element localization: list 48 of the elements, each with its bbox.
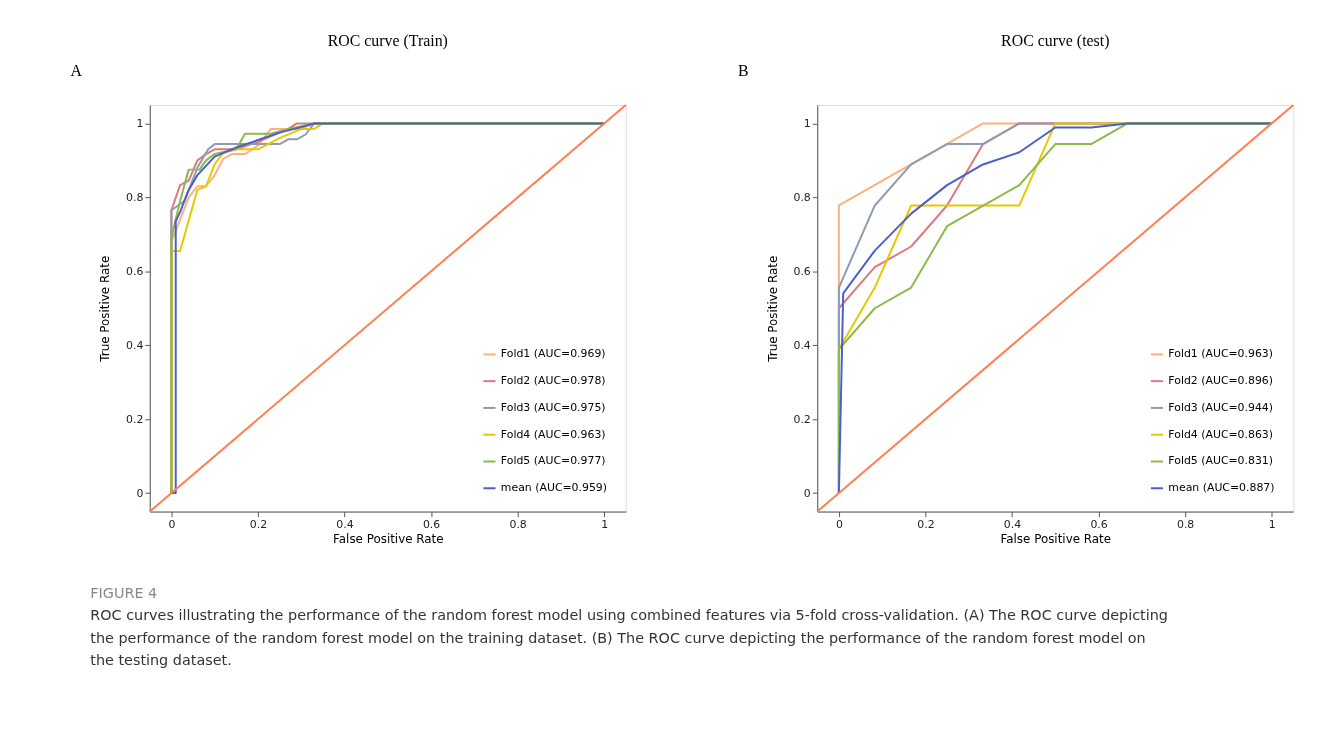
- y-tick-label: 0.8: [125, 190, 144, 204]
- x-tick-label: 0: [168, 517, 176, 531]
- legend-label: Fold5 (AUC=0.977): [500, 454, 606, 468]
- text: B: [737, 62, 749, 80]
- y-tick-label: 0.2: [793, 412, 811, 426]
- legend-label: mean (AUC=0.887): [1168, 481, 1275, 495]
- chart-title: ROC curve (Train): [327, 32, 448, 51]
- x-tick-label: 1: [601, 517, 609, 531]
- x-tick-label: 0.2: [917, 517, 935, 531]
- y-tick-label: 0.2: [125, 412, 144, 426]
- y-tick-label: 0.6: [793, 264, 811, 278]
- x-tick-label: 1: [1268, 517, 1276, 531]
- y-tick-label: 0.4: [793, 338, 811, 352]
- text: ROC curves illustrating the performance of the random forest model using combined features via 5-fold cross-validation. (A) The ROC curve depicting: [90, 607, 1168, 624]
- text: the performance of the random forest model on the training dataset. (B) The ROC curve depicting the performance of the random forest model on: [90, 629, 1146, 646]
- y-axis-title: True Positive Rate: [98, 255, 113, 363]
- x-tick-label: 0.6: [1090, 517, 1108, 531]
- x-axis-title: False Positive Rate: [333, 531, 444, 546]
- text: the testing dataset.: [90, 652, 232, 669]
- y-axis-title: True Positive Rate: [765, 255, 780, 363]
- legend-label: mean (AUC=0.959): [500, 481, 608, 495]
- legend-label: Fold1 (AUC=0.963): [1168, 347, 1274, 361]
- chart-title: ROC curve (test): [1001, 32, 1110, 51]
- legend-label: Fold4 (AUC=0.863): [1168, 427, 1274, 441]
- x-tick-label: 0: [835, 517, 843, 531]
- x-tick-label: 0.8: [1176, 517, 1195, 531]
- y-tick-label: 0: [136, 486, 144, 500]
- legend-label: Fold3 (AUC=0.975): [500, 400, 606, 414]
- y-tick-label: 0: [803, 486, 811, 500]
- legend-label: Fold2 (AUC=0.896): [1168, 374, 1274, 388]
- y-tick-label: 1: [803, 116, 811, 130]
- y-tick-label: 1: [136, 116, 144, 130]
- x-tick-label: 0.4: [336, 517, 354, 531]
- text: A: [70, 62, 83, 80]
- legend-label: Fold1 (AUC=0.969): [500, 347, 606, 361]
- x-tick-label: 0.8: [509, 517, 527, 531]
- x-axis-title: False Positive Rate: [1000, 531, 1112, 546]
- y-tick-label: 0.8: [793, 190, 811, 204]
- legend-label: Fold4 (AUC=0.963): [500, 427, 606, 441]
- legend-label: Fold3 (AUC=0.944): [1168, 400, 1274, 414]
- caption: FIGURE 4: [90, 585, 158, 602]
- x-tick-label: 0.2: [249, 517, 268, 531]
- x-tick-label: 0.6: [422, 517, 441, 531]
- legend-label: Fold5 (AUC=0.831): [1168, 454, 1274, 468]
- x-tick-label: 0.4: [1003, 517, 1022, 531]
- y-tick-label: 0.6: [125, 264, 144, 278]
- legend-label: Fold2 (AUC=0.978): [500, 374, 606, 388]
- y-tick-label: 0.4: [125, 338, 144, 352]
